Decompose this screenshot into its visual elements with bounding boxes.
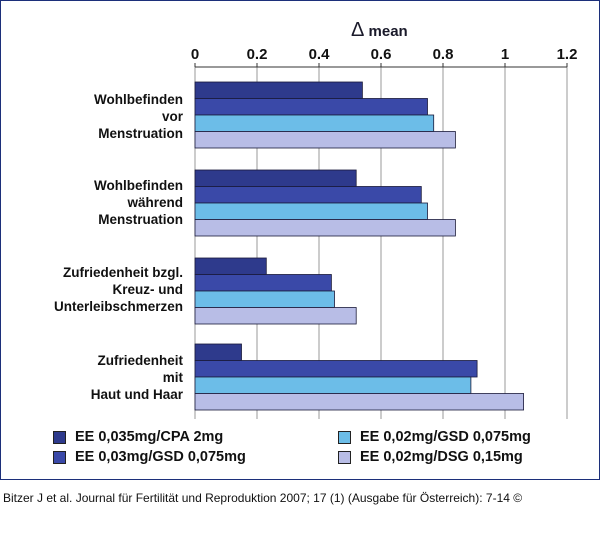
bar-chart: 0 0.2 0.4 0.6 0.8 1 1.2 [191, 46, 578, 419]
legend-item: EE 0,03mg/GSD 0,075mg [53, 449, 246, 465]
bar [194, 393, 525, 411]
legend-label: EE 0,03mg/GSD 0,075mg [75, 449, 246, 465]
bar [194, 169, 357, 187]
x-axis-title-text: mean [368, 23, 408, 40]
bar [194, 274, 332, 292]
x-tick-label: 0 [191, 46, 199, 63]
category-label: Zufriedenheit mit Haut und Haar [90, 353, 183, 402]
legend-swatch [53, 450, 66, 464]
bar [194, 376, 472, 394]
x-axis-title: Δ mean [351, 19, 408, 42]
legend: EE 0,035mg/CPA 2mg EE 0,03mg/GSD 0,075mg… [1, 429, 599, 473]
x-tick-label: 1 [501, 46, 509, 63]
x-tick-label: 0.8 [433, 46, 454, 63]
bar [194, 81, 363, 99]
legend-item: EE 0,02mg/DSG 0,15mg [338, 449, 523, 465]
citation: Bitzer J et al. Journal für Fertilität u… [3, 491, 523, 505]
bar [194, 186, 422, 204]
legend-item: EE 0,035mg/CPA 2mg [53, 429, 223, 445]
bar [194, 202, 428, 220]
chart-frame: 0 0.2 0.4 0.6 0.8 1 1.2 Δ mean Wohlbefinden vo… [0, 0, 600, 480]
legend-swatch [53, 430, 66, 444]
legend-label: EE 0,035mg/CPA 2mg [75, 429, 224, 445]
bar [194, 360, 478, 378]
x-tick-label: 1.2 [557, 46, 578, 63]
bar [194, 290, 335, 308]
legend-label: EE 0,02mg/GSD 0,075mg [360, 429, 531, 445]
bar [194, 98, 428, 116]
category-label: Wohlbefinden während Menstruation [94, 178, 183, 227]
legend-swatch [338, 450, 351, 464]
x-tick-label: 0.2 [247, 46, 268, 63]
bar [194, 257, 267, 275]
legend-label: EE 0,02mg/DSG 0,15mg [360, 449, 523, 465]
category-label: Zufriedenheit bzgl. Kreuz- und Unterleib… [53, 265, 183, 314]
bar [194, 307, 357, 325]
bar [194, 114, 435, 132]
bar [194, 343, 242, 361]
legend-item: EE 0,02mg/GSD 0,075mg [338, 429, 531, 445]
bar [194, 219, 456, 237]
bar [194, 131, 456, 149]
legend-swatch [338, 430, 351, 444]
x-tick-label: 0.4 [309, 46, 331, 63]
delta-symbol: Δ [351, 19, 365, 41]
x-tick-label: 0.6 [371, 46, 392, 63]
category-label: Wohlbefinden vor Menstruation [94, 92, 183, 141]
